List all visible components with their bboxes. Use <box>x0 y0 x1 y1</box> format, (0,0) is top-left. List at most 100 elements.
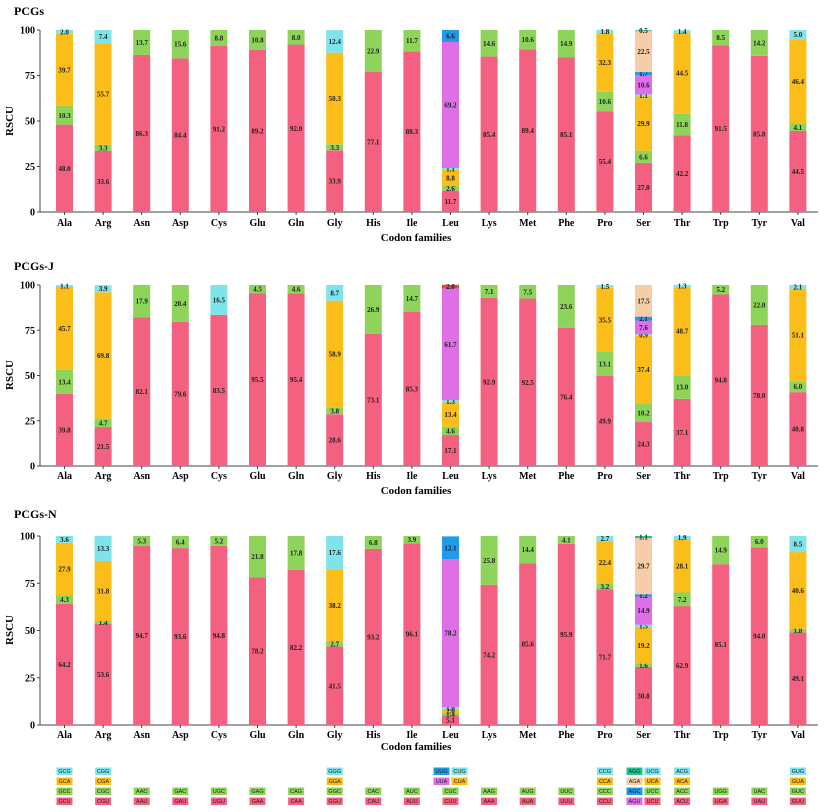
data-label: 94.8 <box>213 632 226 640</box>
category-label: Pro <box>597 471 612 482</box>
codon-swatch <box>210 787 227 795</box>
data-label: 85.8 <box>753 130 766 138</box>
bar-segment <box>56 393 73 466</box>
bar-segment <box>287 293 305 466</box>
codon-label: AAA <box>484 799 495 805</box>
codon-legend-column: AAA AAG <box>481 787 498 805</box>
y-tick-label: 0 <box>30 208 35 219</box>
data-label: 1.4 <box>446 711 455 719</box>
codon-label: CGG <box>97 769 110 775</box>
codon-swatch <box>712 787 729 795</box>
data-label: 10.6 <box>637 81 650 89</box>
bar-segment <box>56 595 73 604</box>
codon-label: AAC <box>136 789 147 795</box>
data-label: 3.9 <box>408 536 417 544</box>
codon-swatch <box>326 797 343 805</box>
bar-segment <box>442 707 459 709</box>
bar-segment <box>94 427 112 466</box>
codon-label: AAG <box>483 789 495 795</box>
category-label: Leu <box>442 218 459 229</box>
category-label: Ile <box>406 471 418 482</box>
data-label: 13.0 <box>676 384 689 392</box>
bar-segment <box>442 426 459 436</box>
bar-segment <box>635 596 652 625</box>
bar-segment <box>442 30 459 43</box>
data-label: 48.7 <box>676 328 689 336</box>
category-label: Glu <box>249 218 266 229</box>
codon-label: UGA <box>715 799 727 805</box>
category-label: Lys <box>482 218 497 229</box>
y-tick-label: 75 <box>25 579 35 590</box>
codon-legend-column: UUU UUC <box>558 787 575 805</box>
codon-label: CGA <box>97 779 109 785</box>
codon-swatch <box>674 777 691 785</box>
category-label: His <box>366 471 381 482</box>
y-tick-label: 75 <box>25 71 35 82</box>
data-label: 2.1 <box>639 315 648 323</box>
category-label: Gln <box>288 730 305 741</box>
data-label: 26.9 <box>367 306 380 314</box>
codon-label: AUU <box>406 799 418 805</box>
category-label: Ala <box>57 471 72 482</box>
bar-segment <box>442 169 459 186</box>
data-label: 8.7 <box>330 289 339 297</box>
bar-segment <box>480 584 498 725</box>
bar-segment <box>326 150 344 212</box>
bar-segment <box>789 123 807 132</box>
chart-title: PCGs <box>14 4 44 18</box>
bar-segment <box>326 407 344 415</box>
bar-segment <box>480 536 498 585</box>
codon-label: AGU <box>629 799 641 805</box>
codon-label: CUU <box>445 799 457 805</box>
bar-segment <box>442 185 459 191</box>
data-label: 33.6 <box>97 178 110 186</box>
bar-segment <box>596 541 614 584</box>
bar-segment <box>403 30 421 52</box>
bar-segment <box>789 285 807 289</box>
bar-segment <box>789 392 807 466</box>
chart-panel-2: PCGs-J RSCU 0 25 50 75 100 39.8 13.4 45.7 1.1 Ala 21… <box>4 259 818 497</box>
bar-segment <box>171 548 189 725</box>
codon-label: GUU <box>792 799 804 805</box>
bar-segment <box>750 324 768 466</box>
codon-legend-column: CGU CGC CGA CGG <box>95 767 112 805</box>
codon-swatch <box>56 787 73 795</box>
codon-swatch <box>674 767 691 775</box>
data-label: 78.2 <box>444 630 457 638</box>
bar-segment <box>364 71 382 212</box>
data-label: 12.4 <box>329 38 342 46</box>
bar-segment <box>596 285 614 288</box>
category-label: Gly <box>327 218 343 229</box>
bar-segment <box>94 418 112 428</box>
bar-segment <box>789 39 807 124</box>
codon-label: UGG <box>714 789 727 795</box>
codon-swatch <box>403 787 420 795</box>
data-label: 2.6 <box>446 185 455 193</box>
bar-segment <box>94 535 112 561</box>
data-label: 11.8 <box>676 121 688 129</box>
bar-segment <box>557 543 575 725</box>
data-label: 12.1 <box>444 544 457 552</box>
data-label: 95.4 <box>290 376 303 384</box>
data-label: 25.8 <box>483 557 496 565</box>
bar-segment <box>635 31 652 73</box>
category-label: Tyr <box>752 730 768 741</box>
bar-segment <box>712 45 730 212</box>
bar-segment <box>364 536 382 549</box>
y-tick-label: 50 <box>25 626 35 637</box>
codon-swatch <box>626 797 643 805</box>
data-label: 92.9 <box>483 378 496 386</box>
bar-segment <box>673 284 691 288</box>
bar-segment <box>789 628 807 633</box>
data-label: 79.6 <box>174 390 187 398</box>
data-label: 11.7 <box>406 37 418 45</box>
data-label: 77.1 <box>367 138 380 146</box>
codon-legend-column: ACU ACC ACA ACG <box>674 767 691 805</box>
data-label: 31.8 <box>97 587 110 595</box>
codon-label: GAA <box>252 799 264 805</box>
data-label: 1.8 <box>601 28 610 36</box>
data-label: 37.4 <box>637 366 650 374</box>
bar-segment <box>789 288 807 382</box>
category-label: Arg <box>95 471 112 482</box>
y-tick-label: 0 <box>30 721 35 732</box>
